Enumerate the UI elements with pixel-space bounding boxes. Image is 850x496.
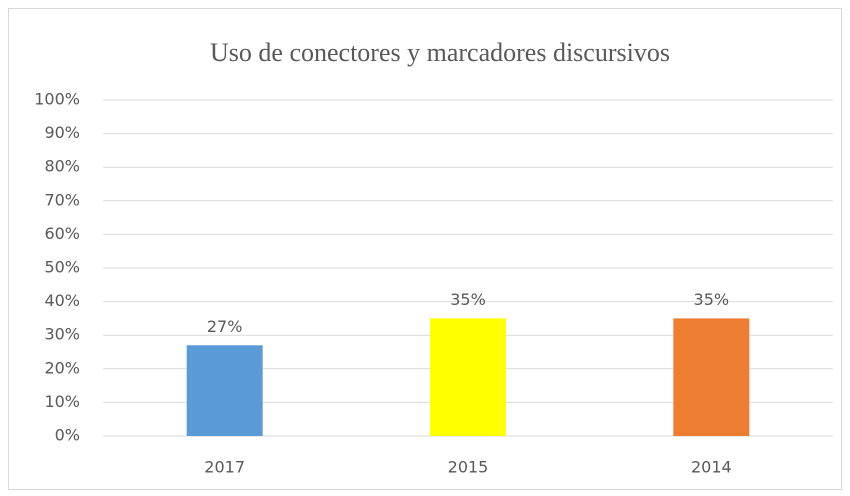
y-tick-label: 60% — [44, 224, 80, 243]
y-tick-label: 40% — [44, 291, 80, 310]
bar — [430, 318, 506, 436]
bar — [673, 318, 750, 436]
y-tick-label: 80% — [44, 157, 80, 176]
value-label: 27% — [207, 317, 243, 336]
y-tick-label: 90% — [44, 123, 80, 142]
y-tick-label: 100% — [34, 90, 80, 109]
chart-title: Uso de conectores y marcadores discursiv… — [210, 38, 670, 67]
y-tick-label: 0% — [55, 426, 80, 445]
value-label: 35% — [694, 290, 730, 309]
y-tick-label: 10% — [44, 392, 80, 411]
y-tick-label: 70% — [44, 190, 80, 209]
y-tick-label: 50% — [44, 258, 80, 277]
y-tick-label: 30% — [44, 325, 80, 344]
y-tick-label: 20% — [44, 358, 80, 377]
x-tick-label: 2015 — [448, 458, 489, 477]
x-tick-label: 2017 — [204, 458, 245, 477]
x-tick-label: 2014 — [691, 458, 732, 477]
bar — [186, 345, 263, 436]
value-label: 35% — [450, 290, 486, 309]
